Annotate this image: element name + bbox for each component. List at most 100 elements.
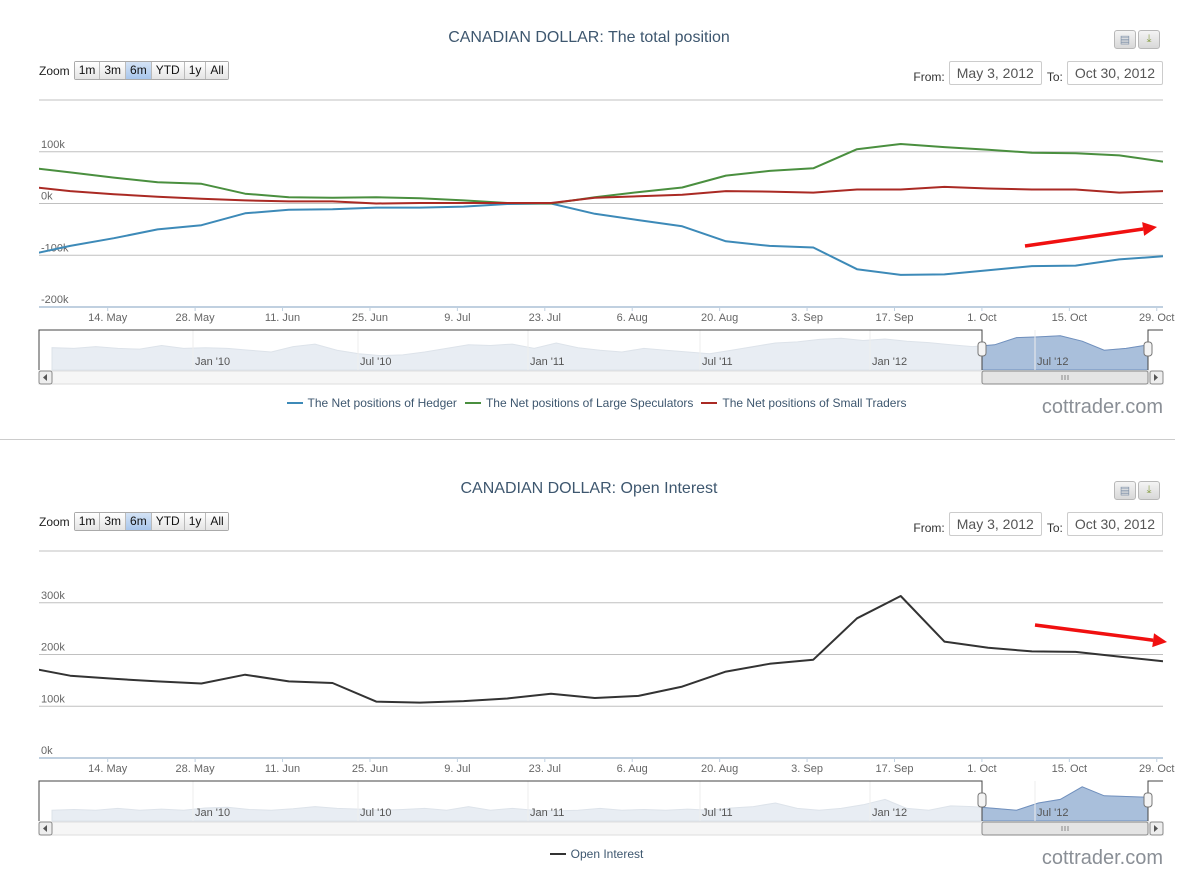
to-label: To: [1046, 70, 1063, 84]
date-range: From: May 3, 2012 To: Oct 30, 2012 [913, 61, 1163, 85]
x-tick-label: 11. Jun [265, 312, 300, 324]
y-tick-label: 300k [41, 590, 65, 602]
navigator-handle-left[interactable] [977, 792, 987, 808]
zoom-selector: Zoom 1m 3m 6m YTD 1y All [39, 61, 229, 80]
to-date-input[interactable]: Oct 30, 2012 [1066, 512, 1163, 536]
x-tick-label: 29. Oct [1139, 312, 1174, 324]
x-tick-label: 3. Sep [791, 763, 823, 775]
print-icon: ▤ [1119, 34, 1131, 46]
zoom-button-all[interactable]: All [206, 62, 228, 79]
navigator-handle-right[interactable] [1143, 792, 1153, 808]
scrollbar[interactable] [38, 370, 1164, 385]
print-button[interactable]: ▤ [1114, 481, 1136, 500]
download-icon: ⤓ [1146, 33, 1152, 45]
to-date-input[interactable]: Oct 30, 2012 [1066, 61, 1163, 85]
download-button[interactable]: ⤓ [1138, 481, 1160, 500]
download-icon: ⤓ [1146, 484, 1152, 496]
x-tick-label: 1. Oct [967, 312, 996, 324]
legend-swatch [464, 402, 481, 404]
x-tick-label: 17. Sep [876, 763, 914, 775]
y-tick-label: -200k [41, 294, 69, 306]
y-tick-label: 100k [41, 693, 65, 705]
from-date-input[interactable]: May 3, 2012 [948, 512, 1042, 536]
zoom-button-ytd[interactable]: YTD [151, 513, 185, 530]
watermark: cottrader.com [1041, 847, 1163, 869]
legend-item[interactable]: The Net positions of Small Traders [701, 396, 906, 410]
chart-panel-2: CANADIAN DOLLAR: Open Interest Zoom 1m 3m 6m… [0, 451, 1193, 891]
arrow-right-icon [1154, 374, 1158, 381]
arrow-right-icon [1154, 825, 1158, 832]
series-line-1[interactable] [27, 202, 1164, 276]
navigator-tick-label: Jan '10 [195, 807, 230, 819]
navigator-tick-label: Jan '11 [530, 807, 564, 819]
from-label: From: [913, 521, 945, 535]
zoom-button-3m[interactable]: 3m [100, 62, 127, 79]
navigator-tick-label: Jan '12 [872, 356, 907, 368]
navigator-tick-label: Jul '11 [702, 807, 733, 819]
x-tick-label: 23. Jul [529, 312, 561, 324]
zoom-button-1m[interactable]: 1m [74, 62, 101, 79]
chart-title: CANADIAN DOLLAR: Open Interest [460, 480, 718, 497]
export-buttons: ▤ ⤓ [1114, 30, 1160, 49]
navigator-handle-left[interactable] [977, 341, 987, 357]
legend-swatch [286, 402, 303, 404]
y-tick-label: 0k [41, 745, 53, 757]
navigator-tick-label: Jul '12 [1037, 356, 1068, 368]
navigator-tick-label: Jul '10 [360, 356, 391, 368]
legend-swatch [549, 853, 566, 855]
from-label: From: [913, 70, 945, 84]
zoom-button-3m[interactable]: 3m [100, 513, 127, 530]
navigator[interactable]: Jan '10 Jul '10 Jan '11 Jul '11 Jan '12 Jul '… [38, 329, 1163, 371]
x-tick-label: 25. Jun [352, 763, 388, 775]
arrow-left-icon [43, 374, 47, 381]
x-tick-label: 14. May [88, 763, 128, 775]
download-button[interactable]: ⤓ [1138, 30, 1160, 49]
arrow-left-icon [43, 825, 47, 832]
series-line-3[interactable] [27, 185, 1164, 205]
navigator-tick-label: Jul '12 [1037, 807, 1068, 819]
to-label: To: [1046, 521, 1063, 535]
scrollbar[interactable] [38, 821, 1164, 836]
navigator-outline [1147, 329, 1163, 370]
legend-label: The Net positions of Small Traders [722, 396, 907, 410]
legend-item[interactable]: Open Interest [549, 847, 644, 861]
zoom-button-6m[interactable]: 6m [126, 62, 152, 79]
legend-label: The Net positions of Large Speculators [485, 396, 694, 410]
grip-icon [1061, 375, 1069, 380]
zoom-buttons: 1m 3m 6m YTD 1y All [73, 512, 229, 531]
legend: Open Interest [0, 847, 1193, 861]
legend-label: Open Interest [570, 847, 644, 861]
date-range: From: May 3, 2012 To: Oct 30, 2012 [913, 512, 1163, 536]
navigator-tick-label: Jan '11 [530, 356, 564, 368]
x-tick-label: 9. Jul [444, 312, 470, 324]
zoom-button-1y[interactable]: 1y [184, 62, 207, 79]
navigator[interactable]: Jan '10 Jul '10 Jan '11 Jul '11 Jan '12 Jul '… [38, 780, 1163, 822]
x-tick-label: 11. Jun [265, 763, 300, 775]
x-tick-label: 28. May [176, 763, 216, 775]
series-line-2[interactable] [27, 143, 1164, 205]
x-tick-label: 14. May [88, 312, 128, 324]
export-buttons: ▤ ⤓ [1114, 481, 1160, 500]
print-button[interactable]: ▤ [1114, 30, 1136, 49]
navigator-selected-series [982, 786, 1148, 821]
zoom-button-1m[interactable]: 1m [74, 513, 101, 530]
zoom-button-ytd[interactable]: YTD [151, 62, 185, 79]
x-tick-label: 25. Jun [352, 312, 388, 324]
zoom-selector: Zoom 1m 3m 6m YTD 1y All [39, 512, 229, 531]
trend-arrow-up-icon [1024, 222, 1157, 248]
legend-item[interactable]: The Net positions of Large Speculators [464, 396, 694, 410]
series-line-1[interactable] [27, 595, 1164, 704]
navigator-selected-series [982, 335, 1148, 370]
x-tick-label: 28. May [176, 312, 216, 324]
x-tick-label: 17. Sep [876, 312, 914, 324]
zoom-button-all[interactable]: All [206, 513, 228, 530]
print-icon: ▤ [1119, 485, 1131, 497]
zoom-button-1y[interactable]: 1y [184, 513, 207, 530]
navigator-handle-right[interactable] [1143, 341, 1153, 357]
zoom-button-6m[interactable]: 6m [126, 513, 152, 530]
from-date-input[interactable]: May 3, 2012 [948, 61, 1042, 85]
legend-item[interactable]: The Net positions of Hedger [286, 396, 457, 410]
x-tick-label: 6. Aug [617, 312, 648, 324]
y-tick-label: 200k [41, 642, 65, 654]
x-tick-label: 20. Aug [701, 312, 738, 324]
